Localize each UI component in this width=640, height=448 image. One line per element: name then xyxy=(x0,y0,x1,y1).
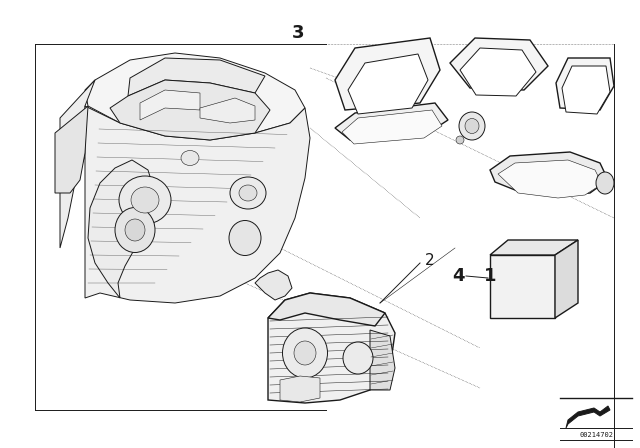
Polygon shape xyxy=(555,240,578,318)
Ellipse shape xyxy=(459,112,485,140)
Polygon shape xyxy=(110,80,270,140)
Polygon shape xyxy=(498,160,602,198)
Polygon shape xyxy=(566,406,610,428)
Ellipse shape xyxy=(294,341,316,365)
Polygon shape xyxy=(490,240,578,255)
Polygon shape xyxy=(128,58,265,96)
Polygon shape xyxy=(85,106,310,303)
Polygon shape xyxy=(268,293,395,403)
Ellipse shape xyxy=(282,328,328,378)
Polygon shape xyxy=(348,54,428,114)
Ellipse shape xyxy=(229,220,261,255)
Polygon shape xyxy=(335,103,448,140)
Ellipse shape xyxy=(456,136,464,144)
Ellipse shape xyxy=(131,187,159,213)
Text: 1: 1 xyxy=(484,267,496,285)
Polygon shape xyxy=(85,53,305,140)
Polygon shape xyxy=(140,90,200,120)
Ellipse shape xyxy=(343,342,373,374)
Text: 4: 4 xyxy=(452,267,464,285)
Polygon shape xyxy=(268,293,385,326)
Ellipse shape xyxy=(115,207,155,253)
Text: 2: 2 xyxy=(425,253,435,267)
Polygon shape xyxy=(55,106,88,193)
Ellipse shape xyxy=(181,151,199,165)
Polygon shape xyxy=(88,160,155,298)
Polygon shape xyxy=(255,270,292,300)
Polygon shape xyxy=(450,38,548,90)
Ellipse shape xyxy=(230,177,266,209)
Polygon shape xyxy=(490,152,608,196)
Polygon shape xyxy=(370,330,395,390)
Ellipse shape xyxy=(239,185,257,201)
Ellipse shape xyxy=(125,219,145,241)
Ellipse shape xyxy=(119,176,171,224)
Polygon shape xyxy=(460,48,536,96)
Polygon shape xyxy=(556,58,614,110)
Polygon shape xyxy=(562,66,610,114)
Ellipse shape xyxy=(596,172,614,194)
Text: 3: 3 xyxy=(292,24,304,42)
Ellipse shape xyxy=(465,119,479,134)
Polygon shape xyxy=(60,80,95,248)
Polygon shape xyxy=(335,38,440,110)
Polygon shape xyxy=(342,110,442,144)
Text: 00214702: 00214702 xyxy=(579,432,613,438)
Polygon shape xyxy=(490,255,555,318)
Polygon shape xyxy=(280,376,320,402)
Polygon shape xyxy=(200,98,255,123)
